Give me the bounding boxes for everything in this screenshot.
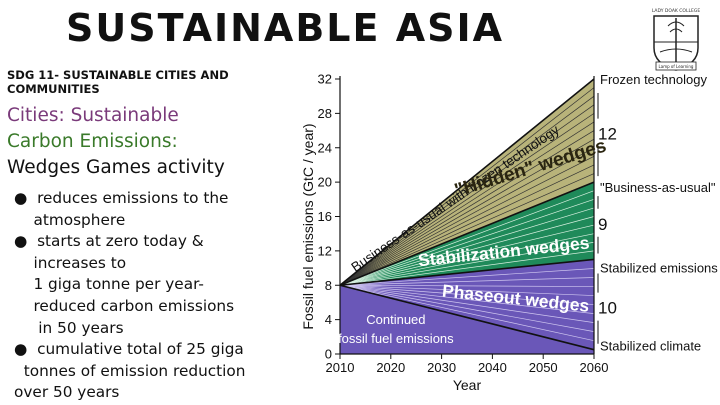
heading-line-3: Wedges Games activity — [7, 157, 225, 178]
bullet-list: ● reduces emissions to the atmosphere ● … — [14, 188, 304, 404]
stabilization-wedge-divider — [339, 241, 595, 286]
stabilization-wedge-divider — [339, 250, 595, 286]
logo-top-text: LADY DOAK COLLEGE — [652, 8, 701, 14]
phaseout-wedge-divider — [339, 277, 595, 286]
y-tick-label: 32 — [318, 72, 332, 87]
hidden-wedge-divider — [339, 95, 595, 286]
continued-emissions-area — [340, 285, 594, 354]
series-line-1 — [339, 181, 595, 286]
y-tick-label: 12 — [318, 243, 332, 258]
college-logo-icon: LADY DOAK COLLEGE Lamp of Learning — [652, 8, 701, 71]
heading-line-1: Cities: Sustainable — [7, 105, 179, 126]
phaseout-wedge-divider — [339, 284, 595, 314]
logo-motto: Lamp of Learning — [659, 64, 694, 69]
y-tick-label: 4 — [325, 312, 332, 327]
hidden-wedge-divider — [339, 164, 595, 286]
x-tick-label: 2020 — [376, 360, 405, 375]
bullet-line: over 50 years — [14, 383, 120, 402]
y-tick-label: 28 — [318, 106, 332, 121]
bullet-line: reduced carbon emissions — [14, 296, 235, 315]
stabilization-wedge-divider — [339, 216, 595, 286]
series-label: "Business-as-usual" — [600, 180, 716, 195]
hidden-wedge-divider — [339, 156, 595, 286]
bullet-line: 1 giga tonne per year- — [14, 275, 204, 294]
phaseout-wedge-divider — [339, 284, 595, 333]
hidden-wedge-divider — [339, 130, 595, 286]
x-tick-label: 2010 — [326, 360, 355, 375]
wedge-label-fossil-fuel: fossil fuel emissions — [338, 331, 454, 346]
hidden-wedge-divider — [339, 121, 595, 286]
slide-heading: Cities: Sustainable Carbon Emissions: We… — [7, 103, 307, 181]
series-label: Stabilized climate — [600, 339, 701, 354]
hidden-wedge-divider — [339, 113, 595, 286]
stabilization-wedge-divider — [339, 233, 595, 286]
x-axis-label: Year — [453, 377, 482, 393]
bullet-line: tonnes of emission reduction — [14, 361, 246, 380]
series-line-0 — [339, 78, 595, 286]
bullet-line: ● reduces emissions to the — [14, 189, 229, 207]
phaseout-wedge-divider — [339, 284, 595, 342]
sdg-line-2: COMMUNITIES — [7, 82, 100, 96]
x-tick-label: 2040 — [478, 360, 507, 375]
bullet-line: atmosphere — [14, 210, 126, 229]
stabilization-wedge-divider — [339, 224, 595, 286]
slide-title: SUSTAINABLE ASIA — [66, 6, 505, 50]
y-tick-label: 0 — [325, 347, 332, 362]
hidden-wedge-divider — [339, 147, 595, 286]
series-label: Stabilized emissions — [600, 260, 718, 275]
y-axis-label: Fossil fuel emissions (GtC / year) — [300, 123, 316, 329]
hidden-wedge-divider — [339, 87, 595, 286]
y-tick-label: 24 — [318, 140, 332, 155]
phaseout-wedge-divider — [339, 268, 595, 286]
heading-line-2: Carbon Emissions: — [7, 131, 178, 152]
bullet-line: increases to — [14, 253, 127, 272]
wedge-label-continued: Continued — [366, 312, 425, 327]
phaseout-wedge-divider — [339, 284, 595, 305]
sdg-subtitle: SDG 11- SUSTAINABLE CITIES AND COMMUNITI… — [7, 68, 297, 96]
bullet-line: ● starts at zero today & — [14, 232, 204, 251]
hidden-wedge-divider — [339, 104, 595, 286]
series-line-2 — [339, 258, 595, 287]
wedge-count-label: 9 — [598, 215, 607, 234]
phaseout-wedge-divider — [339, 284, 595, 287]
hidden-wedge-divider — [339, 173, 595, 286]
series-line-3 — [339, 284, 595, 351]
y-tick-label: 16 — [318, 209, 332, 224]
x-tick-label: 2060 — [580, 360, 609, 375]
x-tick-label: 2050 — [529, 360, 558, 375]
y-tick-label: 20 — [318, 175, 332, 190]
wedges-chart: 0 4 8 12 16 20 24 28 32 2010 2020 2030 2040 2050 2060 Y… — [300, 72, 718, 394]
bullet-line: ● cumulative total of 25 giga — [14, 340, 244, 359]
bullet-line: in 50 years — [14, 318, 124, 337]
series-label: Frozen technology — [600, 72, 707, 87]
sdg-line-1: SDG 11- SUSTAINABLE CITIES AND — [7, 68, 229, 82]
phaseout-wedge-divider — [339, 284, 595, 323]
stabilization-wedge-divider — [339, 190, 595, 286]
y-tick-label: 8 — [325, 278, 332, 293]
wedge-count-label: 12 — [598, 125, 617, 144]
phaseout-wedge-divider — [339, 284, 595, 296]
x-tick-label: 2030 — [427, 360, 456, 375]
hidden-wedge-divider — [339, 138, 595, 286]
stabilization-wedge-divider — [339, 207, 595, 286]
stabilization-wedge-divider — [339, 198, 595, 286]
wedge-count-label: 10 — [598, 299, 617, 318]
